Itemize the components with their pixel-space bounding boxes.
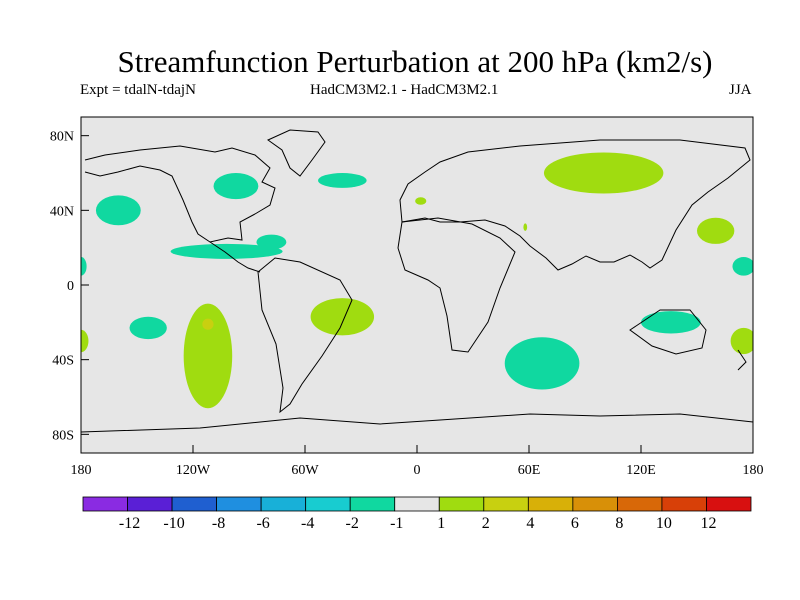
anomaly-region [641, 311, 701, 334]
colorbar-label: 10 [656, 515, 672, 532]
map-title: Streamfunction Perturbation at 200 hPa (… [117, 44, 713, 79]
anomaly-region [523, 223, 528, 231]
coastlines [80, 129, 754, 433]
y-axis: 80N 40N 0 40S 80S [50, 130, 89, 443]
coast-new-zealand [737, 349, 747, 371]
anomaly-region [543, 152, 664, 194]
colorbar-label: 8 [615, 515, 623, 532]
colorbar-swatch [572, 496, 618, 512]
x-tick-label: 0 [414, 463, 421, 478]
colorbar-label: -6 [256, 515, 269, 532]
coast-africa [397, 217, 516, 353]
colorbar-swatch [171, 496, 217, 512]
colorbar-swatch [483, 496, 529, 512]
colorbar-label: -2 [346, 515, 359, 532]
model-label: HadCM3M2.1 - HadCM3M2.1 [310, 82, 499, 98]
x-tick-label: 60E [518, 463, 541, 478]
colorbar-swatch [82, 496, 128, 512]
colorbar-swatch [216, 496, 262, 512]
colorbar-swatch [527, 496, 574, 512]
anomaly-region [310, 298, 375, 336]
colorbar-label: 6 [571, 515, 579, 532]
anomaly-region [697, 217, 735, 244]
anomaly-region [730, 327, 753, 355]
y-tick-label: 80S [52, 428, 74, 443]
colorbar-label: 1 [437, 515, 445, 532]
anomaly-region [183, 303, 233, 409]
coast-north-america [84, 145, 276, 243]
anomaly-region [504, 337, 580, 390]
colorbar-label: 2 [482, 515, 490, 532]
map-area [80, 116, 754, 454]
coast-greenland [267, 129, 326, 177]
anomaly-region [415, 197, 427, 205]
anomaly-region [95, 195, 141, 226]
colorbar-label: -1 [390, 515, 403, 532]
x-axis: 180 120W 60W 0 60E 120E 180 [71, 445, 764, 478]
colorbar-swatch [661, 496, 707, 512]
colorbar-swatch [260, 496, 307, 512]
coast-antarctica [80, 413, 754, 433]
colorbar-label: -12 [119, 515, 140, 532]
coast-central-america [209, 241, 261, 273]
anomaly-region [81, 257, 87, 276]
y-tick-label: 40N [50, 204, 74, 219]
season-label: JJA [729, 82, 752, 98]
colorbar-label: 4 [526, 515, 534, 532]
colorbar-swatch [305, 496, 351, 512]
coast-eurasia [399, 139, 751, 271]
coast-south-america [257, 257, 353, 414]
colorbar-label: 12 [700, 515, 716, 532]
x-tick-label: 120E [626, 463, 656, 478]
anomaly-region [129, 316, 167, 340]
anomaly-region [318, 173, 367, 188]
anomaly-region [732, 257, 753, 276]
anomaly-region [81, 329, 89, 353]
anomaly-layer [81, 152, 753, 409]
y-tick-label: 40S [52, 354, 74, 369]
colorbar-swatch [127, 496, 173, 512]
anomaly-region [213, 173, 259, 200]
anomaly-region [170, 243, 283, 259]
anomaly-core [202, 318, 214, 330]
anomaly-region [256, 234, 287, 250]
colorbar-swatch [394, 496, 440, 512]
y-tick-label: 0 [67, 279, 74, 294]
x-tick-label: 180 [743, 463, 764, 478]
x-tick-label: 60W [291, 463, 319, 478]
y-tick-label: 80N [50, 130, 74, 145]
experiment-label: Expt = tdalN-tdajN [80, 82, 196, 98]
colorbar-label: -10 [163, 515, 184, 532]
coast-australia [629, 309, 707, 355]
x-tick-label: 120W [176, 463, 211, 478]
colorbar-swatch [349, 496, 396, 512]
colorbar: -12 -10 -8 -6 -4 -2 -1 1 2 4 6 8 10 12 [82, 496, 752, 532]
colorbar-label: -8 [212, 515, 225, 532]
colorbar-swatch [438, 496, 485, 512]
x-tick-label: 180 [71, 463, 92, 478]
colorbar-swatch [706, 496, 752, 512]
colorbar-swatch [617, 496, 663, 512]
colorbar-label: -4 [301, 515, 314, 532]
